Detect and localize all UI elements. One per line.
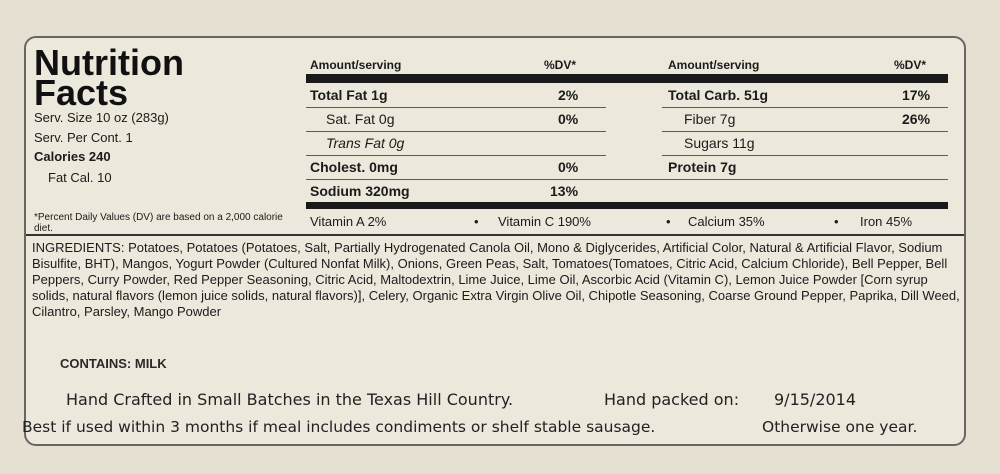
bullet-separator: • [834,214,839,229]
row-divider [306,179,948,180]
servings-per-container: Serv. Per Cont. 1 [34,130,133,145]
title-line-2: Facts [34,72,129,113]
sugars: Sugars 11g [684,135,755,151]
row-divider [306,107,606,108]
product-label: Nutrition Facts Serv. Size 10 oz (283g) … [22,36,966,446]
sat-fat-dv: 0% [558,111,579,127]
header-amount-left: Amount/serving [310,58,402,72]
cholesterol-dv: 0% [558,159,579,175]
row-divider [662,131,948,132]
row-divider [306,131,606,132]
calcium: Calcium 35% [688,214,765,229]
ingredients-text: INGREDIENTS: Potatoes, Potatoes (Potatoe… [32,240,960,319]
row-divider [662,155,948,156]
fiber: Fiber 7g [684,111,736,127]
header-dv-right: %DV* [894,58,927,72]
total-fat: Total Fat 1g [310,87,388,103]
otherwise-note: Otherwise one year. [762,418,918,436]
vitamin-a: Vitamin A 2% [310,214,387,229]
bullet-separator: • [666,214,671,229]
ingredients-divider [26,234,964,236]
row-divider [306,155,606,156]
total-fat-dv: 2% [558,87,579,103]
vitamin-c: Vitamin C 190% [498,214,591,229]
thick-rule-bottom [306,202,948,209]
hand-crafted-note: Hand Crafted in Small Batches in the Tex… [66,390,514,409]
percent-daily-values-note: *Percent Daily Values (DV) are based on … [34,212,283,234]
hand-packed-date: 9/15/2014 [774,390,857,409]
fiber-dv: 26% [902,111,931,127]
iron: Iron 45% [860,214,913,229]
title-line-1: Nutrition [34,42,184,83]
serving-size: Serv. Size 10 oz (283g) [34,110,169,125]
hand-packed-label: Hand packed on: [604,390,740,409]
sat-fat: Sat. Fat 0g [326,111,395,127]
cholesterol: Cholest. 0mg [310,159,398,175]
total-carb-dv: 17% [902,87,931,103]
total-carb: Total Carb. 51g [668,87,769,103]
fat-calories: Fat Cal. 10 [48,170,112,185]
sodium-dv: 13% [550,183,579,199]
header-amount-right: Amount/serving [668,58,760,72]
nutrition-facts-title: Nutrition Facts [34,42,184,113]
allergen-contains: CONTAINS: MILK [60,356,167,371]
protein: Protein 7g [668,159,737,175]
best-if-used-note: Best if used within 3 months if meal inc… [22,418,656,436]
thick-rule-top [306,74,948,83]
sodium: Sodium 320mg [310,183,410,199]
row-divider [662,107,948,108]
header-dv-left: %DV* [544,58,577,72]
bullet-separator: • [474,214,479,229]
calories: Calories 240 [34,149,111,164]
trans-fat: Trans Fat 0g [326,135,405,151]
